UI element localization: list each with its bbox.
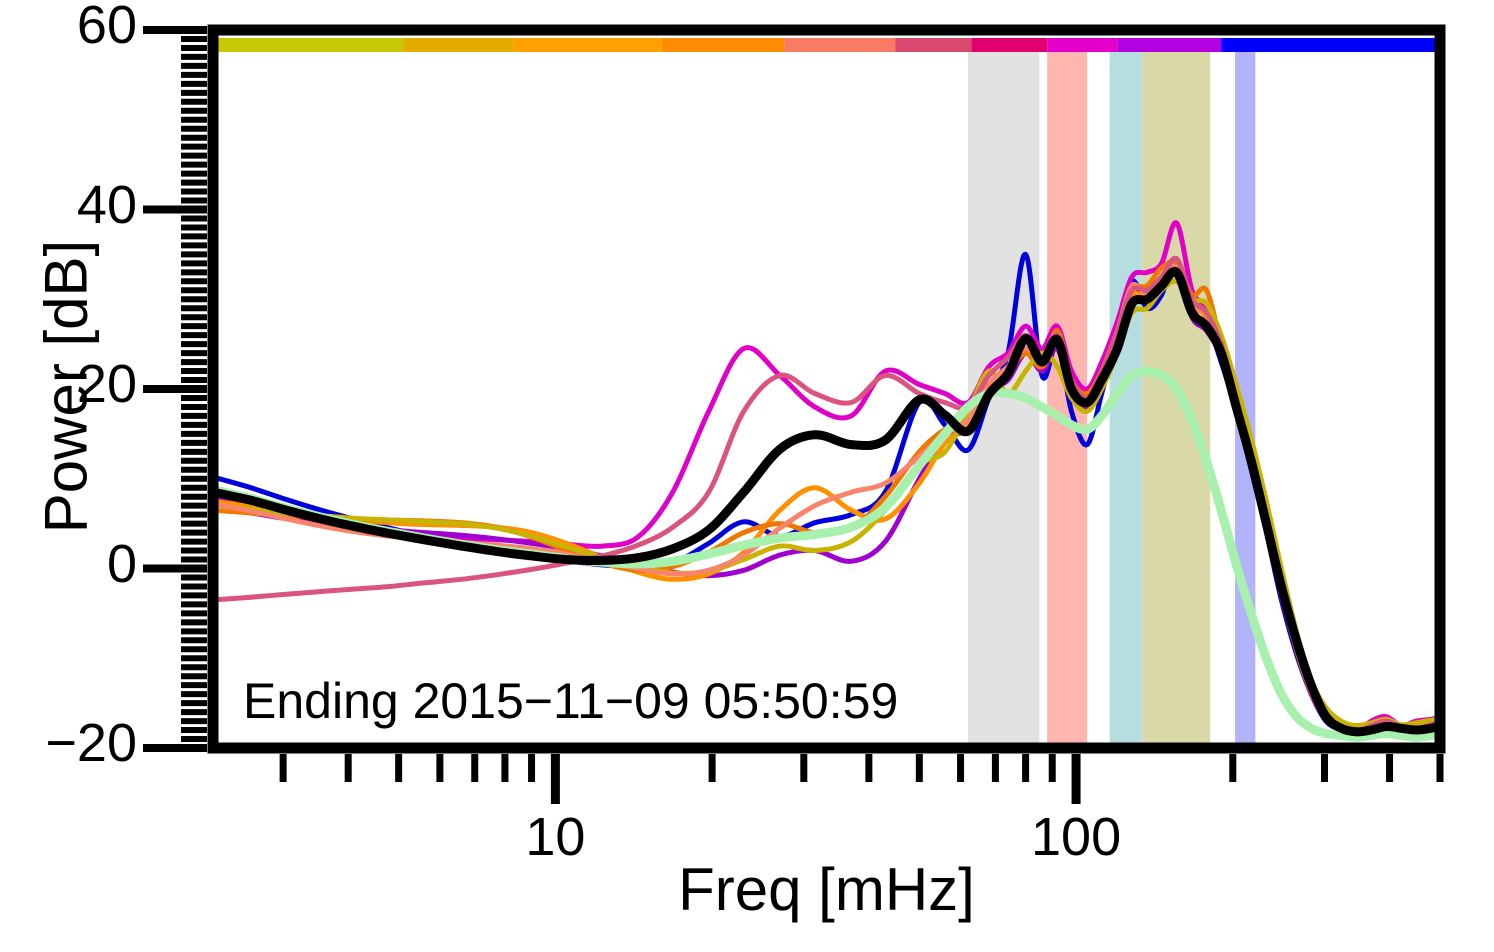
- colorbar-layer: [213, 38, 1440, 52]
- ending-timestamp-annotation: Ending 2015−11−09 05:50:59: [243, 673, 899, 729]
- curve-mean: [208, 266, 1445, 737]
- curve-trace-olive: [210, 278, 1443, 729]
- axes-frame-layer: [207, 24, 1446, 754]
- y-tick-label: 60: [76, 0, 137, 55]
- colorbar-segment-7: [1047, 38, 1118, 52]
- colorbar-segment-9: [1221, 38, 1440, 52]
- y-tick-label: 40: [76, 174, 137, 235]
- x-axis-label: Freq [mHz]: [678, 856, 975, 923]
- colorbar-segment-8: [1117, 38, 1222, 52]
- band-khaki: [1142, 52, 1211, 748]
- x-tick-label: 10: [525, 807, 586, 867]
- axes-frame: [207, 24, 1446, 754]
- y-tick-label: 20: [76, 354, 137, 414]
- x-tick-label: 100: [1031, 807, 1122, 867]
- colorbar-segment-1: [403, 38, 514, 52]
- y-tick-label: −20: [45, 713, 137, 773]
- colorbar-segment-5: [895, 38, 972, 52]
- axis-ticks-layer: [143, 26, 1444, 804]
- colorbar-segment-0: [213, 38, 404, 52]
- y-tick-label: 0: [106, 533, 137, 594]
- colorbar-segment-6: [971, 38, 1048, 52]
- colorbar-segment-2: [513, 38, 662, 52]
- colorbar-segment-4: [784, 38, 896, 52]
- curves-layer: [208, 220, 1445, 742]
- colorbar-segment-3: [661, 38, 785, 52]
